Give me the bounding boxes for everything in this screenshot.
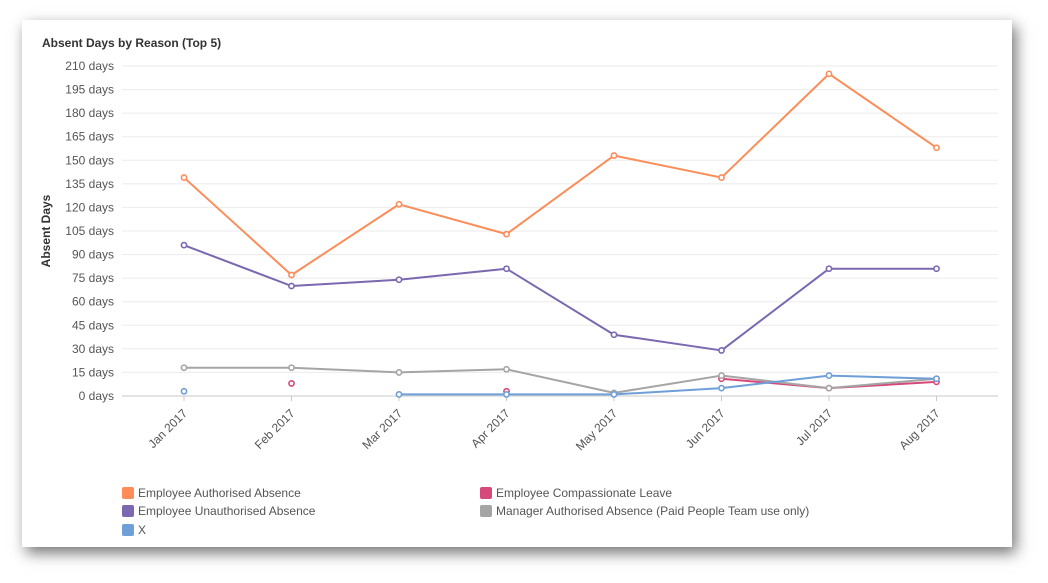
data-point[interactable] [718, 174, 725, 181]
data-point[interactable] [503, 391, 510, 398]
x-tick-label: Mar 2017 [359, 406, 405, 452]
y-tick-labels: 0 days 15 days 30 days 45 days 60 days 75 day… [65, 59, 114, 403]
data-point[interactable] [933, 375, 940, 383]
x-tick-labels: Jan 2017 Feb 2017 Mar 2017 Apr 2017 May 2017… [145, 396, 943, 453]
data-point[interactable] [288, 380, 295, 387]
y-tick-label: 135 days [65, 177, 114, 191]
legend-swatch [480, 505, 492, 517]
legend-item[interactable]: Employee Compassionate Leave [480, 486, 672, 500]
y-tick-label: 180 days [65, 106, 114, 120]
data-point[interactable] [180, 174, 188, 181]
data-point[interactable] [933, 144, 940, 152]
x-tick-label: Feb 2017 [252, 406, 298, 452]
data-point[interactable] [825, 372, 833, 379]
series-3 [180, 364, 940, 397]
data-point[interactable] [395, 369, 403, 376]
y-axis-title: Absent Days [39, 194, 53, 267]
data-point[interactable] [718, 372, 725, 379]
series-line [183, 244, 937, 352]
data-point[interactable] [395, 391, 403, 398]
x-tick-label: Jan 2017 [145, 406, 190, 451]
legend-label: Manager Authorised Absence (Paid People … [496, 504, 810, 518]
legend-label: Employee Compassionate Leave [496, 486, 673, 500]
y-tick-label: 105 days [65, 224, 114, 238]
data-point[interactable] [825, 384, 833, 392]
data-point[interactable] [610, 391, 618, 398]
data-point[interactable] [288, 282, 295, 290]
data-point[interactable] [503, 265, 510, 273]
series-4 [180, 372, 940, 398]
x-tick-label: Jul 2017 [793, 406, 835, 448]
data-point[interactable] [610, 331, 618, 339]
series-0 [180, 70, 940, 279]
x-tick-label: Apr 2017 [468, 406, 513, 451]
data-point[interactable] [825, 265, 833, 273]
y-tick-label: 30 days [72, 342, 114, 356]
data-point[interactable] [610, 152, 618, 159]
y-tick-label: 60 days [72, 295, 114, 309]
data-point[interactable] [718, 384, 725, 392]
chart-legend: Employee Authorised Absence Employee Comp… [122, 486, 942, 546]
chart-title: Absent Days by Reason (Top 5) [42, 36, 222, 50]
legend-label: X [138, 523, 147, 537]
y-tick-label: 0 days [79, 389, 114, 403]
y-tick-label: 150 days [65, 153, 114, 167]
x-tick-label: Jun 2017 [683, 406, 728, 451]
y-tick-label: 75 days [72, 271, 114, 285]
chart-card: Absent Days by Reason (Top 5) 0 days 15 d… [22, 20, 1012, 547]
data-point[interactable] [180, 387, 188, 395]
y-tick-label: 195 days [65, 83, 114, 97]
legend-item[interactable]: Manager Authorised Absence (Paid People … [480, 504, 809, 518]
legend-item[interactable]: Employee Authorised Absence [122, 486, 301, 500]
y-tick-label: 120 days [65, 200, 114, 214]
data-point[interactable] [503, 365, 510, 373]
legend-label: Employee Authorised Absence [138, 486, 301, 500]
legend-swatch [122, 505, 134, 517]
legend-item[interactable]: X [122, 523, 146, 537]
legend-label: Employee Unauthorised Absence [138, 504, 316, 518]
x-tick-label: May 2017 [573, 406, 620, 453]
x-tick-label: Aug 2017 [896, 406, 942, 452]
data-point[interactable] [288, 364, 295, 372]
y-tick-label: 90 days [72, 248, 114, 262]
data-point[interactable] [933, 265, 940, 273]
data-point[interactable] [395, 200, 403, 208]
y-tick-label: 45 days [72, 318, 114, 332]
data-point[interactable] [180, 364, 188, 372]
y-tick-label: 15 days [72, 365, 114, 379]
y-tick-label: 165 days [65, 130, 114, 144]
series-line [183, 72, 938, 276]
y-tick-label: 210 days [65, 59, 114, 73]
data-point[interactable] [180, 241, 188, 249]
line-chart: 0 days 15 days 30 days 45 days 60 days 75 day… [39, 59, 998, 453]
legend-item[interactable]: Employee Unauthorised Absence [122, 504, 315, 518]
legend-swatch [480, 487, 492, 499]
data-point[interactable] [395, 276, 403, 284]
y-gridlines [122, 65, 998, 397]
legend-swatch [122, 487, 134, 499]
data-point[interactable] [825, 70, 833, 78]
series-line [399, 374, 937, 396]
data-point[interactable] [503, 230, 510, 238]
series-2 [180, 241, 940, 354]
series-line [184, 366, 937, 394]
data-point[interactable] [718, 347, 725, 354]
data-point[interactable] [288, 271, 295, 279]
legend-swatch [122, 524, 134, 536]
